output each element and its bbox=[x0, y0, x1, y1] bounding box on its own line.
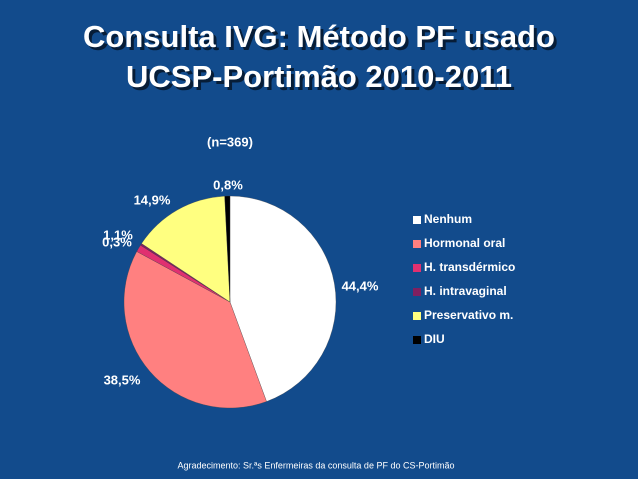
title-shadow: Consulta IVG: Método PF usado bbox=[86, 22, 558, 57]
data-label: 14,9% bbox=[134, 192, 171, 207]
legend-label: Preservativo m. bbox=[424, 308, 513, 322]
legend-label: Hormonal oral bbox=[424, 236, 505, 250]
pie-slice bbox=[141, 195, 231, 303]
pie-slice bbox=[224, 195, 231, 303]
pie-slice bbox=[229, 195, 337, 402]
legend-swatch bbox=[413, 264, 421, 272]
legend-label: DIU bbox=[424, 332, 445, 346]
data-label: 0,3% bbox=[102, 234, 132, 249]
legend-label: Nenhum bbox=[424, 212, 472, 226]
data-label: 38,5% bbox=[104, 372, 141, 387]
legend-swatch bbox=[413, 336, 421, 344]
pie-slice bbox=[123, 251, 267, 409]
footnote: Agradecimento: Sr.ªs Enfermeiras da cons… bbox=[178, 460, 455, 470]
data-label: 1,1% bbox=[103, 227, 133, 242]
subtitle-shadow: UCSP-Portimão 2010-2011 bbox=[129, 62, 515, 97]
data-label: 44,4% bbox=[342, 278, 379, 293]
legend-swatch bbox=[413, 240, 421, 248]
legend-swatch bbox=[413, 312, 421, 320]
subtitle: UCSP-Portimão 2010-2011 bbox=[126, 59, 512, 94]
legend-swatch bbox=[413, 288, 421, 296]
legend-label: H. intravaginal bbox=[424, 284, 507, 298]
annotation: (n=369) bbox=[207, 134, 253, 149]
title: Consulta IVG: Método PF usado bbox=[83, 19, 555, 54]
legend-label: H. transdérmico bbox=[424, 260, 515, 274]
data-label: 0,8% bbox=[213, 177, 243, 192]
legend-swatch bbox=[413, 216, 421, 224]
